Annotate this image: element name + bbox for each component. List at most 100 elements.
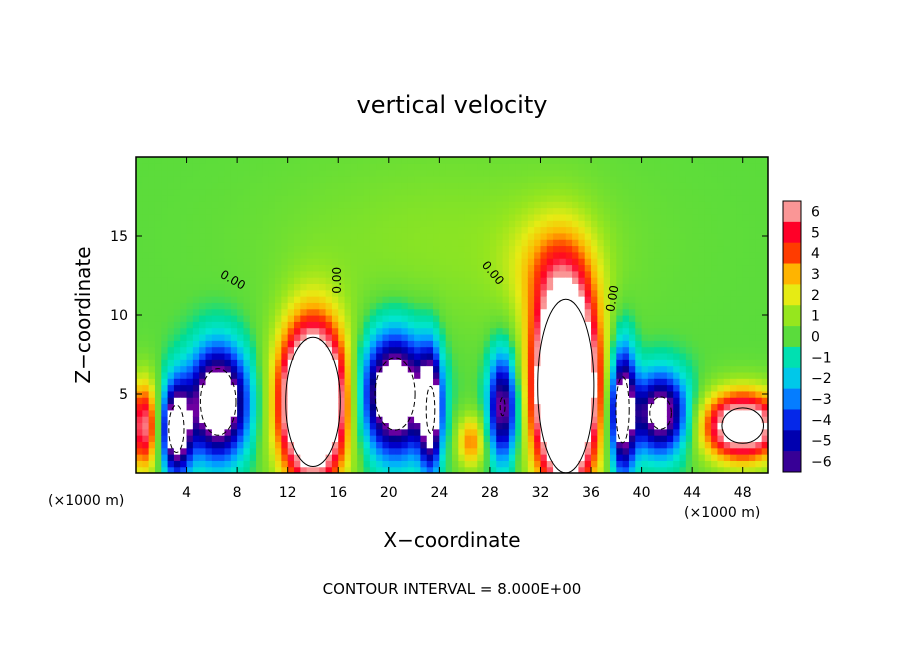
heatmap-cell (376, 194, 384, 202)
heatmap-cell (154, 403, 162, 411)
heatmap-cell (749, 245, 756, 253)
heatmap-cell (553, 201, 561, 209)
heatmap-cell (704, 175, 712, 183)
heatmap-cell (736, 333, 744, 341)
heatmap-cell (433, 359, 440, 367)
heatmap-cell (230, 321, 238, 329)
heatmap-cell (597, 194, 605, 202)
heatmap-cell (287, 403, 295, 411)
heatmap-cell (414, 157, 421, 164)
heatmap-cell (628, 239, 636, 247)
heatmap-cell (470, 321, 478, 329)
heatmap-cell (325, 277, 333, 284)
heatmap-cell (546, 277, 554, 284)
heatmap-cell (483, 460, 491, 468)
heatmap-cell (243, 182, 251, 190)
heatmap-cell (502, 289, 510, 297)
heatmap-cell (464, 302, 472, 310)
heatmap-cell (161, 308, 169, 316)
heatmap-cell (464, 346, 472, 354)
heatmap-cell (704, 454, 712, 461)
heatmap-cell (426, 378, 434, 386)
heatmap-cell (483, 454, 491, 461)
heatmap-cell (749, 371, 756, 379)
heatmap-cell (647, 308, 655, 316)
heatmap-cell (515, 264, 523, 272)
heatmap-cell (306, 346, 314, 354)
heatmap-cell (344, 283, 352, 291)
heatmap-cell (186, 441, 194, 449)
heatmap-cell (584, 188, 592, 196)
heatmap-cell (540, 416, 548, 424)
heatmap-cell (306, 365, 314, 373)
heatmap-cell (628, 315, 636, 322)
heatmap-cell (515, 384, 523, 392)
heatmap-cell (167, 277, 175, 284)
heatmap-cell (572, 403, 579, 411)
heatmap-cell (275, 466, 282, 473)
heatmap-cell (496, 175, 504, 183)
heatmap-cell (628, 346, 636, 354)
heatmap-cell (452, 220, 459, 228)
heatmap-cell (180, 207, 188, 215)
heatmap-cell (673, 428, 681, 436)
heatmap-cell (186, 466, 194, 473)
heatmap-cell (319, 390, 327, 398)
heatmap-cell (237, 239, 245, 247)
heatmap-cell (154, 390, 162, 398)
heatmap-cell (218, 270, 226, 278)
heatmap-cell (180, 447, 188, 455)
heatmap-cell (363, 378, 371, 386)
heatmap-cell (546, 182, 554, 190)
heatmap-cell (230, 327, 238, 335)
heatmap-cell (205, 188, 213, 196)
heatmap-cell (382, 245, 390, 253)
heatmap-cell (369, 422, 377, 430)
heatmap-cell (433, 302, 440, 310)
heatmap-cell (616, 188, 624, 196)
heatmap-cell (704, 441, 712, 449)
heatmap-cell (521, 371, 529, 379)
heatmap-cell (331, 182, 339, 190)
heatmap-cell (445, 416, 453, 424)
heatmap-cell (723, 308, 731, 316)
heatmap-cell (136, 416, 143, 424)
heatmap-cell (679, 163, 687, 171)
heatmap-cell (610, 251, 617, 259)
heatmap-cell (357, 340, 365, 348)
heatmap-cell (711, 308, 719, 316)
heatmap-cell (420, 296, 428, 303)
heatmap-cell (717, 447, 725, 455)
heatmap-cell (249, 371, 257, 379)
heatmap-cell (363, 352, 371, 360)
heatmap-cell (527, 251, 535, 259)
heatmap-cell (572, 169, 579, 177)
heatmap-cell (641, 194, 649, 202)
heatmap-cell (173, 441, 181, 449)
heatmap-cell (161, 403, 169, 411)
heatmap-cell (553, 340, 561, 348)
heatmap-cell (458, 201, 466, 209)
heatmap-cell (603, 454, 611, 461)
heatmap-cell (300, 441, 308, 449)
heatmap-cell (199, 447, 207, 455)
heatmap-cell (414, 352, 421, 360)
heatmap-cell (401, 308, 409, 316)
heatmap-cell (211, 239, 219, 247)
heatmap-cell (154, 460, 162, 468)
heatmap-cell (572, 220, 579, 228)
heatmap-cell (287, 163, 295, 171)
heatmap-cell (173, 378, 181, 386)
heatmap-cell (338, 163, 346, 171)
heatmap-cell (489, 315, 497, 322)
heatmap-cell (142, 403, 150, 411)
heatmap-cell (527, 390, 535, 398)
heatmap-cell (515, 188, 523, 196)
heatmap-cell (211, 365, 219, 373)
heatmap-cell (635, 207, 643, 215)
heatmap-cell (445, 365, 453, 373)
heatmap-cell (161, 371, 169, 379)
heatmap-cell (730, 302, 737, 310)
heatmap-cell (199, 340, 207, 348)
heatmap-cell (433, 182, 440, 190)
